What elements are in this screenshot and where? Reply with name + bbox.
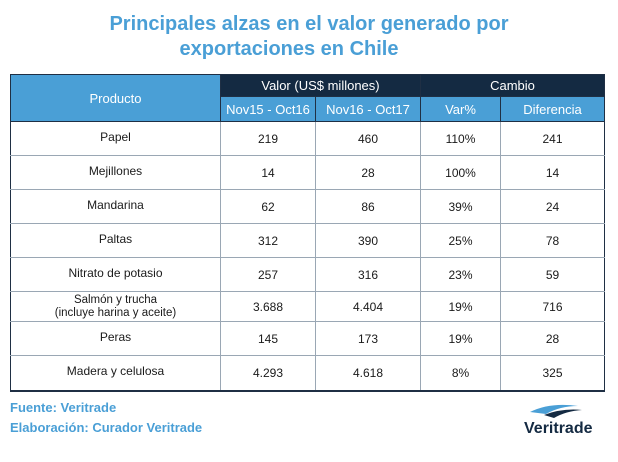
cell-nov16-oct17: 86 <box>315 189 421 224</box>
cell-var-pct: 23% <box>420 257 501 292</box>
cell-diferencia: 28 <box>499 321 606 356</box>
cell-nov16-oct17: 390 <box>315 223 421 258</box>
cell-var-pct: 8% <box>420 355 501 392</box>
cell-nov16-oct17: 460 <box>315 121 421 156</box>
cell-nov15-oct16: 62 <box>220 189 316 224</box>
table-row: Salmón y trucha (incluye harina y aceite)… <box>10 291 606 322</box>
cell-var-pct: 19% <box>420 321 501 356</box>
cell-nov16-oct17: 4.618 <box>315 355 421 392</box>
cell-diferencia: 241 <box>499 121 606 156</box>
cell-nov15-oct16: 4.293 <box>220 355 316 392</box>
cell-nov16-oct17: 4.404 <box>315 291 421 322</box>
table-row: Mejillones 14 28 100% 14 <box>10 155 606 190</box>
cell-nov15-oct16: 14 <box>220 155 316 190</box>
cell-producto: Peras <box>10 321 221 356</box>
producto-name: Salmón y trucha <box>73 293 158 306</box>
title-line-1: Principales alzas en el valor generado p… <box>109 13 509 35</box>
cell-var-pct: 25% <box>420 223 501 258</box>
cell-nov16-oct17: 316 <box>315 257 421 292</box>
table-row: Madera y celulosa 4.293 4.618 8% 325 <box>10 355 606 392</box>
cell-nov16-oct17: 173 <box>315 321 421 356</box>
header-nov15-oct16: Nov15 - Oct16 <box>220 96 316 122</box>
cell-var-pct: 39% <box>420 189 501 224</box>
credit-text: Elaboración: Curador Veritrade <box>10 420 203 435</box>
logo-text: Veritrade <box>524 420 593 437</box>
cell-diferencia: 14 <box>499 155 606 190</box>
cell-var-pct: 110% <box>420 121 501 156</box>
cell-producto: Nitrato de potasio <box>10 257 221 292</box>
cell-nov15-oct16: 219 <box>220 121 316 156</box>
cell-nov15-oct16: 312 <box>220 223 316 258</box>
chart-title: Principales alzas en el valor generado p… <box>0 12 618 62</box>
table-row: Papel 219 460 110% 241 <box>10 121 606 156</box>
cell-var-pct: 100% <box>420 155 501 190</box>
cell-diferencia: 24 <box>499 189 606 224</box>
cell-diferencia: 716 <box>499 291 606 322</box>
header-valor: Valor (US$ millones) <box>220 74 421 97</box>
cell-producto: Papel <box>10 121 221 156</box>
table-row: Paltas 312 390 25% 78 <box>10 223 606 258</box>
cell-diferencia: 59 <box>499 257 606 292</box>
cell-diferencia: 325 <box>499 355 606 392</box>
veritrade-logo: Veritrade <box>524 404 593 437</box>
table-row: Mandarina 62 86 39% 24 <box>10 189 606 224</box>
cell-producto: Mandarina <box>10 189 221 224</box>
producto-note: (incluye harina y aceite) <box>54 306 177 319</box>
cell-producto: Madera y celulosa <box>10 355 221 392</box>
cell-producto: Mejillones <box>10 155 221 190</box>
title-line-2: exportaciones en Chile <box>179 38 399 60</box>
cell-producto: Salmón y trucha (incluye harina y aceite) <box>10 291 221 322</box>
cell-nov15-oct16: 257 <box>220 257 316 292</box>
cell-var-pct: 19% <box>420 291 501 322</box>
header-nov16-oct17: Nov16 - Oct17 <box>315 96 421 122</box>
header-producto: Producto <box>10 74 221 122</box>
table-body: Papel 219 460 110% 241 Mejillones 14 28 100% 14 Ma… <box>10 121 606 392</box>
table-row: Nitrato de potasio 257 316 23% 59 <box>10 257 606 292</box>
cell-nov15-oct16: 3.688 <box>220 291 316 322</box>
header-cambio: Cambio <box>419 74 606 97</box>
cell-diferencia: 78 <box>499 223 606 258</box>
source-text: Fuente: Veritrade <box>10 400 117 415</box>
header-var-pct: Var% <box>420 96 501 122</box>
footer: Fuente: Veritrade Elaboración: Curador V… <box>10 398 202 438</box>
veritrade-swoosh-icon <box>530 404 582 418</box>
export-table: Producto Valor (US$ millones) Cambio Nov… <box>10 74 606 392</box>
cell-producto: Paltas <box>10 223 221 258</box>
table-row: Peras 145 173 19% 28 <box>10 321 606 356</box>
header-diferencia: Diferencia <box>499 96 606 122</box>
cell-nov16-oct17: 28 <box>315 155 421 190</box>
cell-nov15-oct16: 145 <box>220 321 316 356</box>
